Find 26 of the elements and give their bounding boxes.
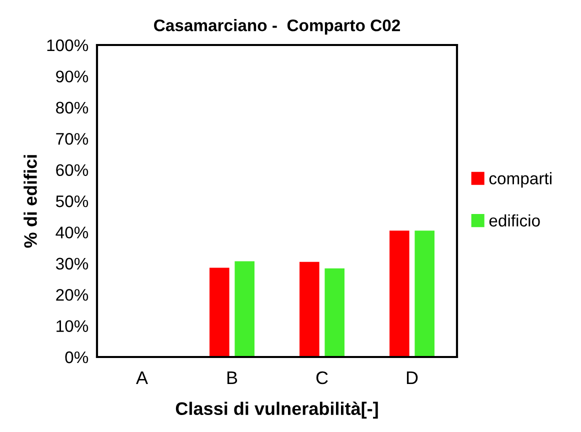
legend-label: edificio [489,214,540,227]
bar [324,268,344,357]
y-axis-title: % di edifici [24,155,37,248]
y-tick-label: 80% [56,102,88,114]
y-tick-label: 30% [56,258,88,270]
y-tick-label: 60% [56,164,88,176]
bar [300,262,320,357]
bar [390,230,410,357]
chart-title: Casamarciano - Comparto C02 [154,19,400,35]
y-tick-label: 70% [56,133,88,145]
y-tick-label: 50% [56,195,88,208]
bar [414,230,434,357]
bar [210,268,230,357]
y-tick-label: 40% [56,226,88,238]
legend-label: comparti [489,172,552,188]
x-tick-label: C [316,371,328,384]
x-tick-label: B [227,372,238,384]
x-tick-label: A [136,372,148,384]
y-tick-label: 0% [65,351,88,364]
y-tick-label: 10% [56,320,88,332]
y-tick-label: 20% [56,289,88,301]
y-tick-label: 90% [56,70,88,82]
y-tick-label: 100% [47,39,88,52]
x-tick-label: D [406,372,418,384]
x-axis-title: Classi di vulnerabilità[-] [176,402,378,419]
bar [234,261,254,357]
